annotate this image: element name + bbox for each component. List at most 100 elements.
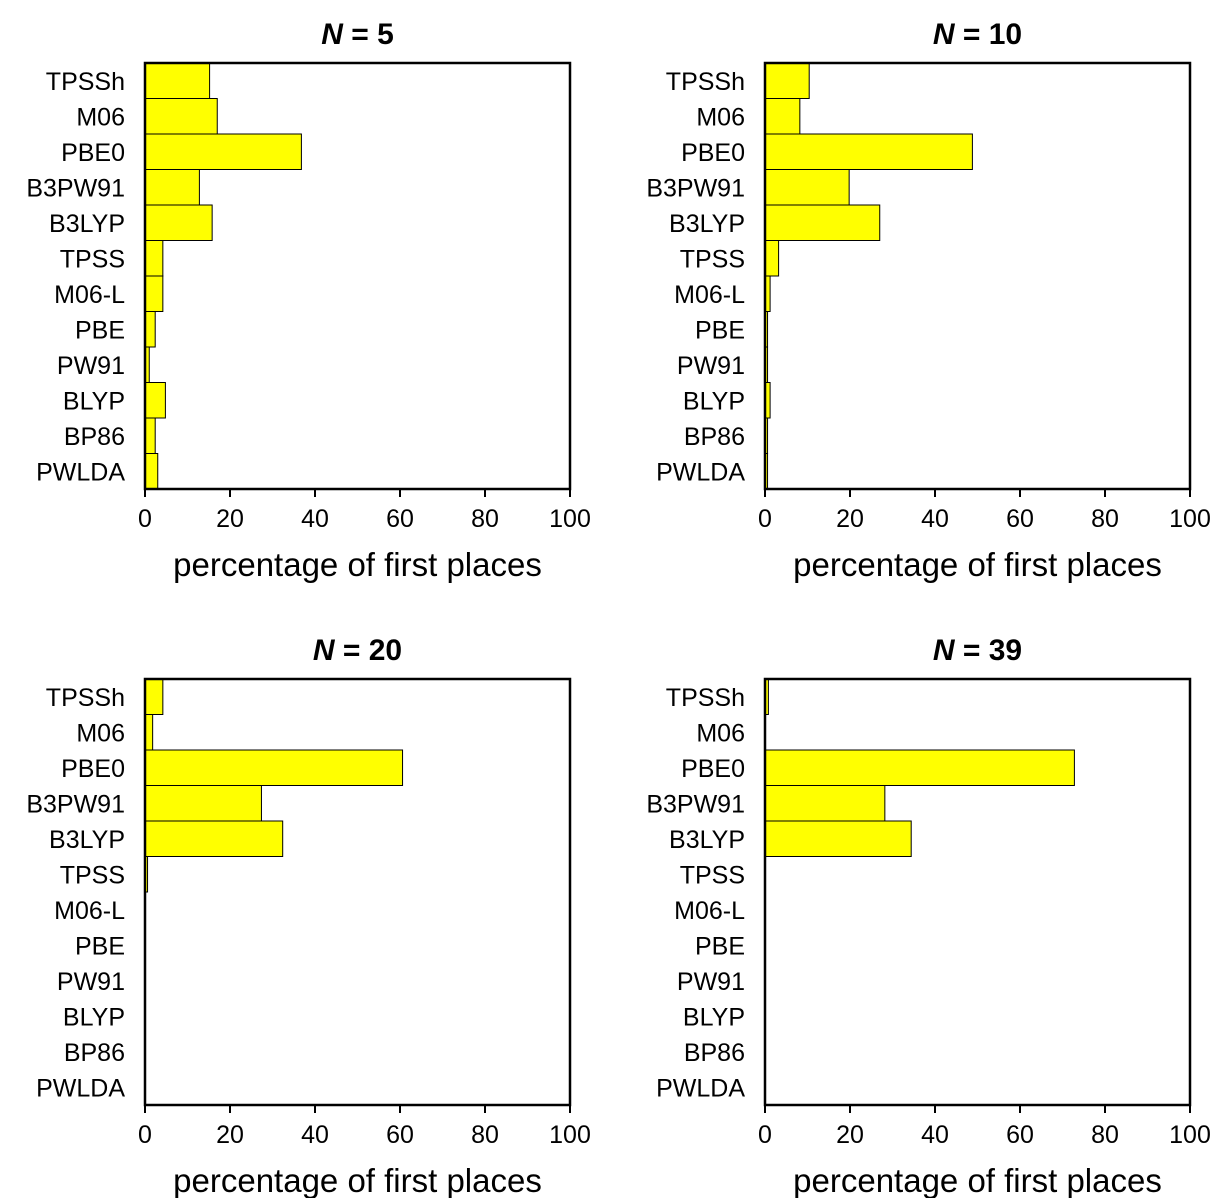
x-tick-label: 60 bbox=[386, 505, 414, 533]
x-tick-label: 0 bbox=[758, 1121, 772, 1149]
x-tick-label: 40 bbox=[301, 505, 329, 533]
x-tick-label: 20 bbox=[216, 1121, 244, 1149]
category-label-b3lyp: B3LYP bbox=[49, 826, 125, 854]
panel-title: N = 39 bbox=[933, 634, 1022, 667]
category-label-tpss: TPSS bbox=[680, 245, 745, 273]
category-label-bp86: BP86 bbox=[684, 1039, 745, 1067]
bar-blyp bbox=[144, 382, 166, 419]
category-label-pwlda: PWLDA bbox=[656, 458, 745, 486]
category-label-m06: M06 bbox=[76, 719, 125, 747]
chart-panel-3: N = 20TPSShM06PBE0B3PW91B3LYPTPSSM06-LPB… bbox=[26, 634, 591, 1198]
panel-title-variable: N bbox=[321, 18, 344, 51]
x-tick-label: 20 bbox=[216, 505, 244, 533]
plot-frame bbox=[143, 61, 572, 491]
category-label-pwlda: PWLDA bbox=[36, 458, 125, 486]
category-label-pwlda: PWLDA bbox=[656, 1074, 745, 1102]
x-tick-label: 100 bbox=[1169, 1121, 1211, 1149]
panel-title-value: = 5 bbox=[343, 18, 394, 51]
category-label-m06: M06 bbox=[696, 719, 745, 747]
x-tick-label: 80 bbox=[1091, 505, 1119, 533]
x-tick-label: 60 bbox=[386, 1121, 414, 1149]
bar-pbe0 bbox=[764, 749, 1075, 786]
x-tick-label: 20 bbox=[836, 1121, 864, 1149]
x-axis-label: percentage of first places bbox=[173, 546, 542, 583]
category-label-m06: M06 bbox=[76, 103, 125, 131]
panel-title-value: = 39 bbox=[955, 634, 1023, 667]
x-tick-label: 100 bbox=[549, 505, 591, 533]
plot-frame bbox=[763, 677, 1192, 1107]
category-label-tpssh: TPSSh bbox=[46, 684, 125, 712]
panel-title: N = 5 bbox=[321, 18, 394, 51]
category-label-blyp: BLYP bbox=[683, 1003, 745, 1031]
bar-b3lyp bbox=[144, 820, 284, 857]
x-tick-label: 40 bbox=[921, 505, 949, 533]
bar-tpssh bbox=[764, 62, 810, 99]
plot-frame bbox=[763, 61, 1192, 491]
x-tick-label: 20 bbox=[836, 505, 864, 533]
bar-pbe0 bbox=[144, 749, 404, 786]
plot-frame bbox=[143, 677, 572, 1107]
category-label-pw91: PW91 bbox=[57, 352, 125, 380]
category-label-b3pw91: B3PW91 bbox=[26, 790, 125, 818]
category-label-pbe: PBE bbox=[695, 316, 745, 344]
x-axis-label: percentage of first places bbox=[173, 1162, 542, 1198]
panel-title-value: = 10 bbox=[955, 18, 1023, 51]
x-tick-label: 100 bbox=[1169, 505, 1211, 533]
chart-panel-4: N = 39TPSShM06PBE0B3PW91B3LYPTPSSM06-LPB… bbox=[646, 634, 1211, 1198]
panel-title-variable: N bbox=[933, 18, 956, 51]
x-tick-label: 40 bbox=[301, 1121, 329, 1149]
bar-pwlda bbox=[144, 453, 159, 490]
category-label-b3lyp: B3LYP bbox=[49, 210, 125, 238]
category-label-pbe0: PBE0 bbox=[61, 139, 125, 167]
category-label-pbe: PBE bbox=[695, 932, 745, 960]
bar-b3lyp bbox=[144, 204, 213, 241]
category-label-blyp: BLYP bbox=[63, 387, 125, 415]
bar-tpssh bbox=[144, 62, 211, 99]
bar-b3lyp bbox=[764, 204, 881, 241]
category-label-b3lyp: B3LYP bbox=[669, 210, 745, 238]
x-tick-label: 100 bbox=[549, 1121, 591, 1149]
bar-m06 bbox=[144, 98, 218, 135]
category-label-pbe0: PBE0 bbox=[681, 139, 745, 167]
category-label-tpss: TPSS bbox=[680, 861, 745, 889]
bar-b3pw91 bbox=[144, 169, 200, 206]
panel-title-variable: N bbox=[313, 634, 336, 667]
category-label-tpss: TPSS bbox=[60, 245, 125, 273]
category-label-blyp: BLYP bbox=[63, 1003, 125, 1031]
x-axis-label: percentage of first places bbox=[793, 1162, 1162, 1198]
category-label-tpssh: TPSSh bbox=[666, 684, 745, 712]
category-label-pbe: PBE bbox=[75, 316, 125, 344]
category-label-bp86: BP86 bbox=[64, 423, 125, 451]
x-tick-label: 80 bbox=[1091, 1121, 1119, 1149]
bar-b3pw91 bbox=[764, 169, 850, 206]
category-label-pw91: PW91 bbox=[677, 968, 745, 996]
bar-pbe0 bbox=[764, 133, 973, 170]
category-label-m06: M06 bbox=[696, 103, 745, 131]
bar-tpss bbox=[764, 240, 780, 277]
category-label-pbe0: PBE0 bbox=[61, 755, 125, 783]
category-label-tpssh: TPSSh bbox=[46, 68, 125, 96]
panel-title: N = 10 bbox=[933, 18, 1022, 51]
x-tick-label: 0 bbox=[138, 1121, 152, 1149]
x-axis-label: percentage of first places bbox=[793, 546, 1162, 583]
bar-bp86 bbox=[144, 417, 156, 454]
x-tick-label: 0 bbox=[758, 505, 772, 533]
category-label-b3pw91: B3PW91 bbox=[646, 174, 745, 202]
bar-b3lyp bbox=[764, 820, 912, 857]
chart-panel-1: N = 5TPSShM06PBE0B3PW91B3LYPTPSSM06-LPBE… bbox=[26, 18, 591, 583]
x-tick-label: 80 bbox=[471, 505, 499, 533]
bar-pbe bbox=[144, 311, 156, 348]
category-label-pwlda: PWLDA bbox=[36, 1074, 125, 1102]
category-label-tpss: TPSS bbox=[60, 861, 125, 889]
x-tick-label: 60 bbox=[1006, 1121, 1034, 1149]
bar-tpss bbox=[144, 240, 164, 277]
category-label-pbe0: PBE0 bbox=[681, 755, 745, 783]
bar-b3pw91 bbox=[764, 785, 886, 822]
category-label-m06-l: M06-L bbox=[54, 281, 125, 309]
x-tick-label: 80 bbox=[471, 1121, 499, 1149]
bar-tpssh bbox=[144, 678, 164, 715]
category-label-pbe: PBE bbox=[75, 932, 125, 960]
category-label-b3lyp: B3LYP bbox=[669, 826, 745, 854]
x-tick-label: 60 bbox=[1006, 505, 1034, 533]
